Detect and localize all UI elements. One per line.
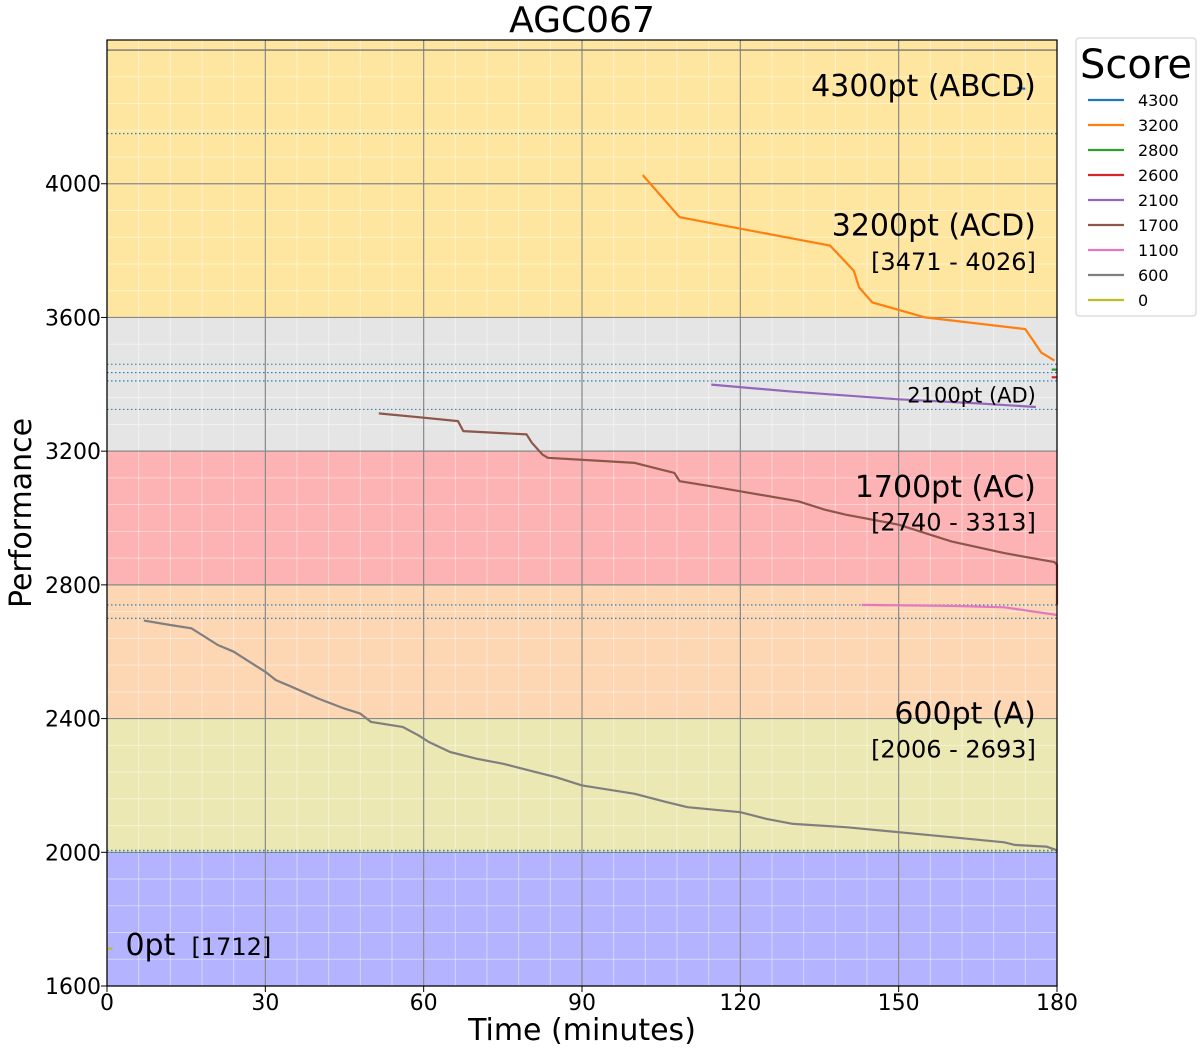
annotation-label: 1700pt (AC) <box>855 470 1036 505</box>
y-tick-label: 2400 <box>45 708 101 733</box>
y-tick-label: 3600 <box>45 306 101 331</box>
series-line-4300 <box>1017 86 1026 90</box>
annotation-label: 4300pt (ABCD) <box>811 69 1036 104</box>
x-axis-ticks: 0 30 60 90 120 150 180 <box>100 986 1078 1016</box>
x-tick-label: 60 <box>410 991 438 1016</box>
x-tick-label: 0 <box>100 991 114 1016</box>
x-tick-label: 90 <box>568 991 596 1016</box>
annotation-label: 0pt <box>125 928 175 963</box>
legend-label: 2600 <box>1138 166 1179 185</box>
legend-label: 2100 <box>1138 191 1179 210</box>
reference-lines <box>107 49 1057 853</box>
series-lines <box>107 86 1059 950</box>
legend-label: 1100 <box>1138 241 1179 260</box>
x-tick-label: 180 <box>1036 991 1078 1016</box>
series-line-2100 <box>711 383 1036 409</box>
y-tick-label: 2000 <box>45 841 101 866</box>
y-tick-label: 2800 <box>45 574 101 599</box>
legend-label: 4300 <box>1138 91 1179 110</box>
annotation-label: [2740 - 3313] <box>871 508 1036 536</box>
legend-label: 3200 <box>1138 116 1179 135</box>
legend-items: 4300 3200 2800 2600 2100 1700 1100 600 0 <box>1088 91 1179 310</box>
legend: Score 4300 3200 2800 2600 2100 1700 1100 600 0 <box>1075 37 1197 317</box>
y-axis-ticks: 1600 2000 2400 2800 3200 3600 4000 <box>45 173 107 1000</box>
annotation-label: 600pt (A) <box>894 697 1036 732</box>
legend-label: 600 <box>1138 266 1169 285</box>
annotation-label: [1712] <box>191 933 271 961</box>
chart-title: AGC067 <box>509 0 655 41</box>
legend-box <box>1075 37 1197 317</box>
y-tick-label: 3200 <box>45 440 101 465</box>
series-line-3200 <box>641 174 1055 362</box>
y-axis-title: Performance <box>4 418 39 608</box>
annotation-label: 3200pt (ACD) <box>832 209 1036 244</box>
y-tick-label: 1600 <box>45 975 101 1000</box>
legend-title: Score <box>1080 42 1192 88</box>
x-tick-label: 30 <box>251 991 279 1016</box>
series-line-1100 <box>861 603 1058 617</box>
band-annotations: 4300pt (ABCD) 3200pt (ACD) [3471 - 4026] 21… <box>125 69 1035 963</box>
y-tick-label: 4000 <box>45 173 101 198</box>
legend-label: 0 <box>1138 291 1148 310</box>
x-axis-title: Time (minutes) <box>467 1013 696 1048</box>
series-line-600 <box>143 619 1058 852</box>
x-tick-label: 120 <box>719 991 761 1016</box>
x-tick-label: 150 <box>878 991 920 1016</box>
legend-label: 2800 <box>1138 141 1179 160</box>
annotation-label: [3471 - 4026] <box>871 248 1036 276</box>
annotation-label: 2100pt (AD) <box>907 384 1036 408</box>
annotation-label: [2006 - 2693] <box>871 736 1036 764</box>
legend-label: 1700 <box>1138 216 1179 235</box>
series-line-1700 <box>378 412 1059 605</box>
